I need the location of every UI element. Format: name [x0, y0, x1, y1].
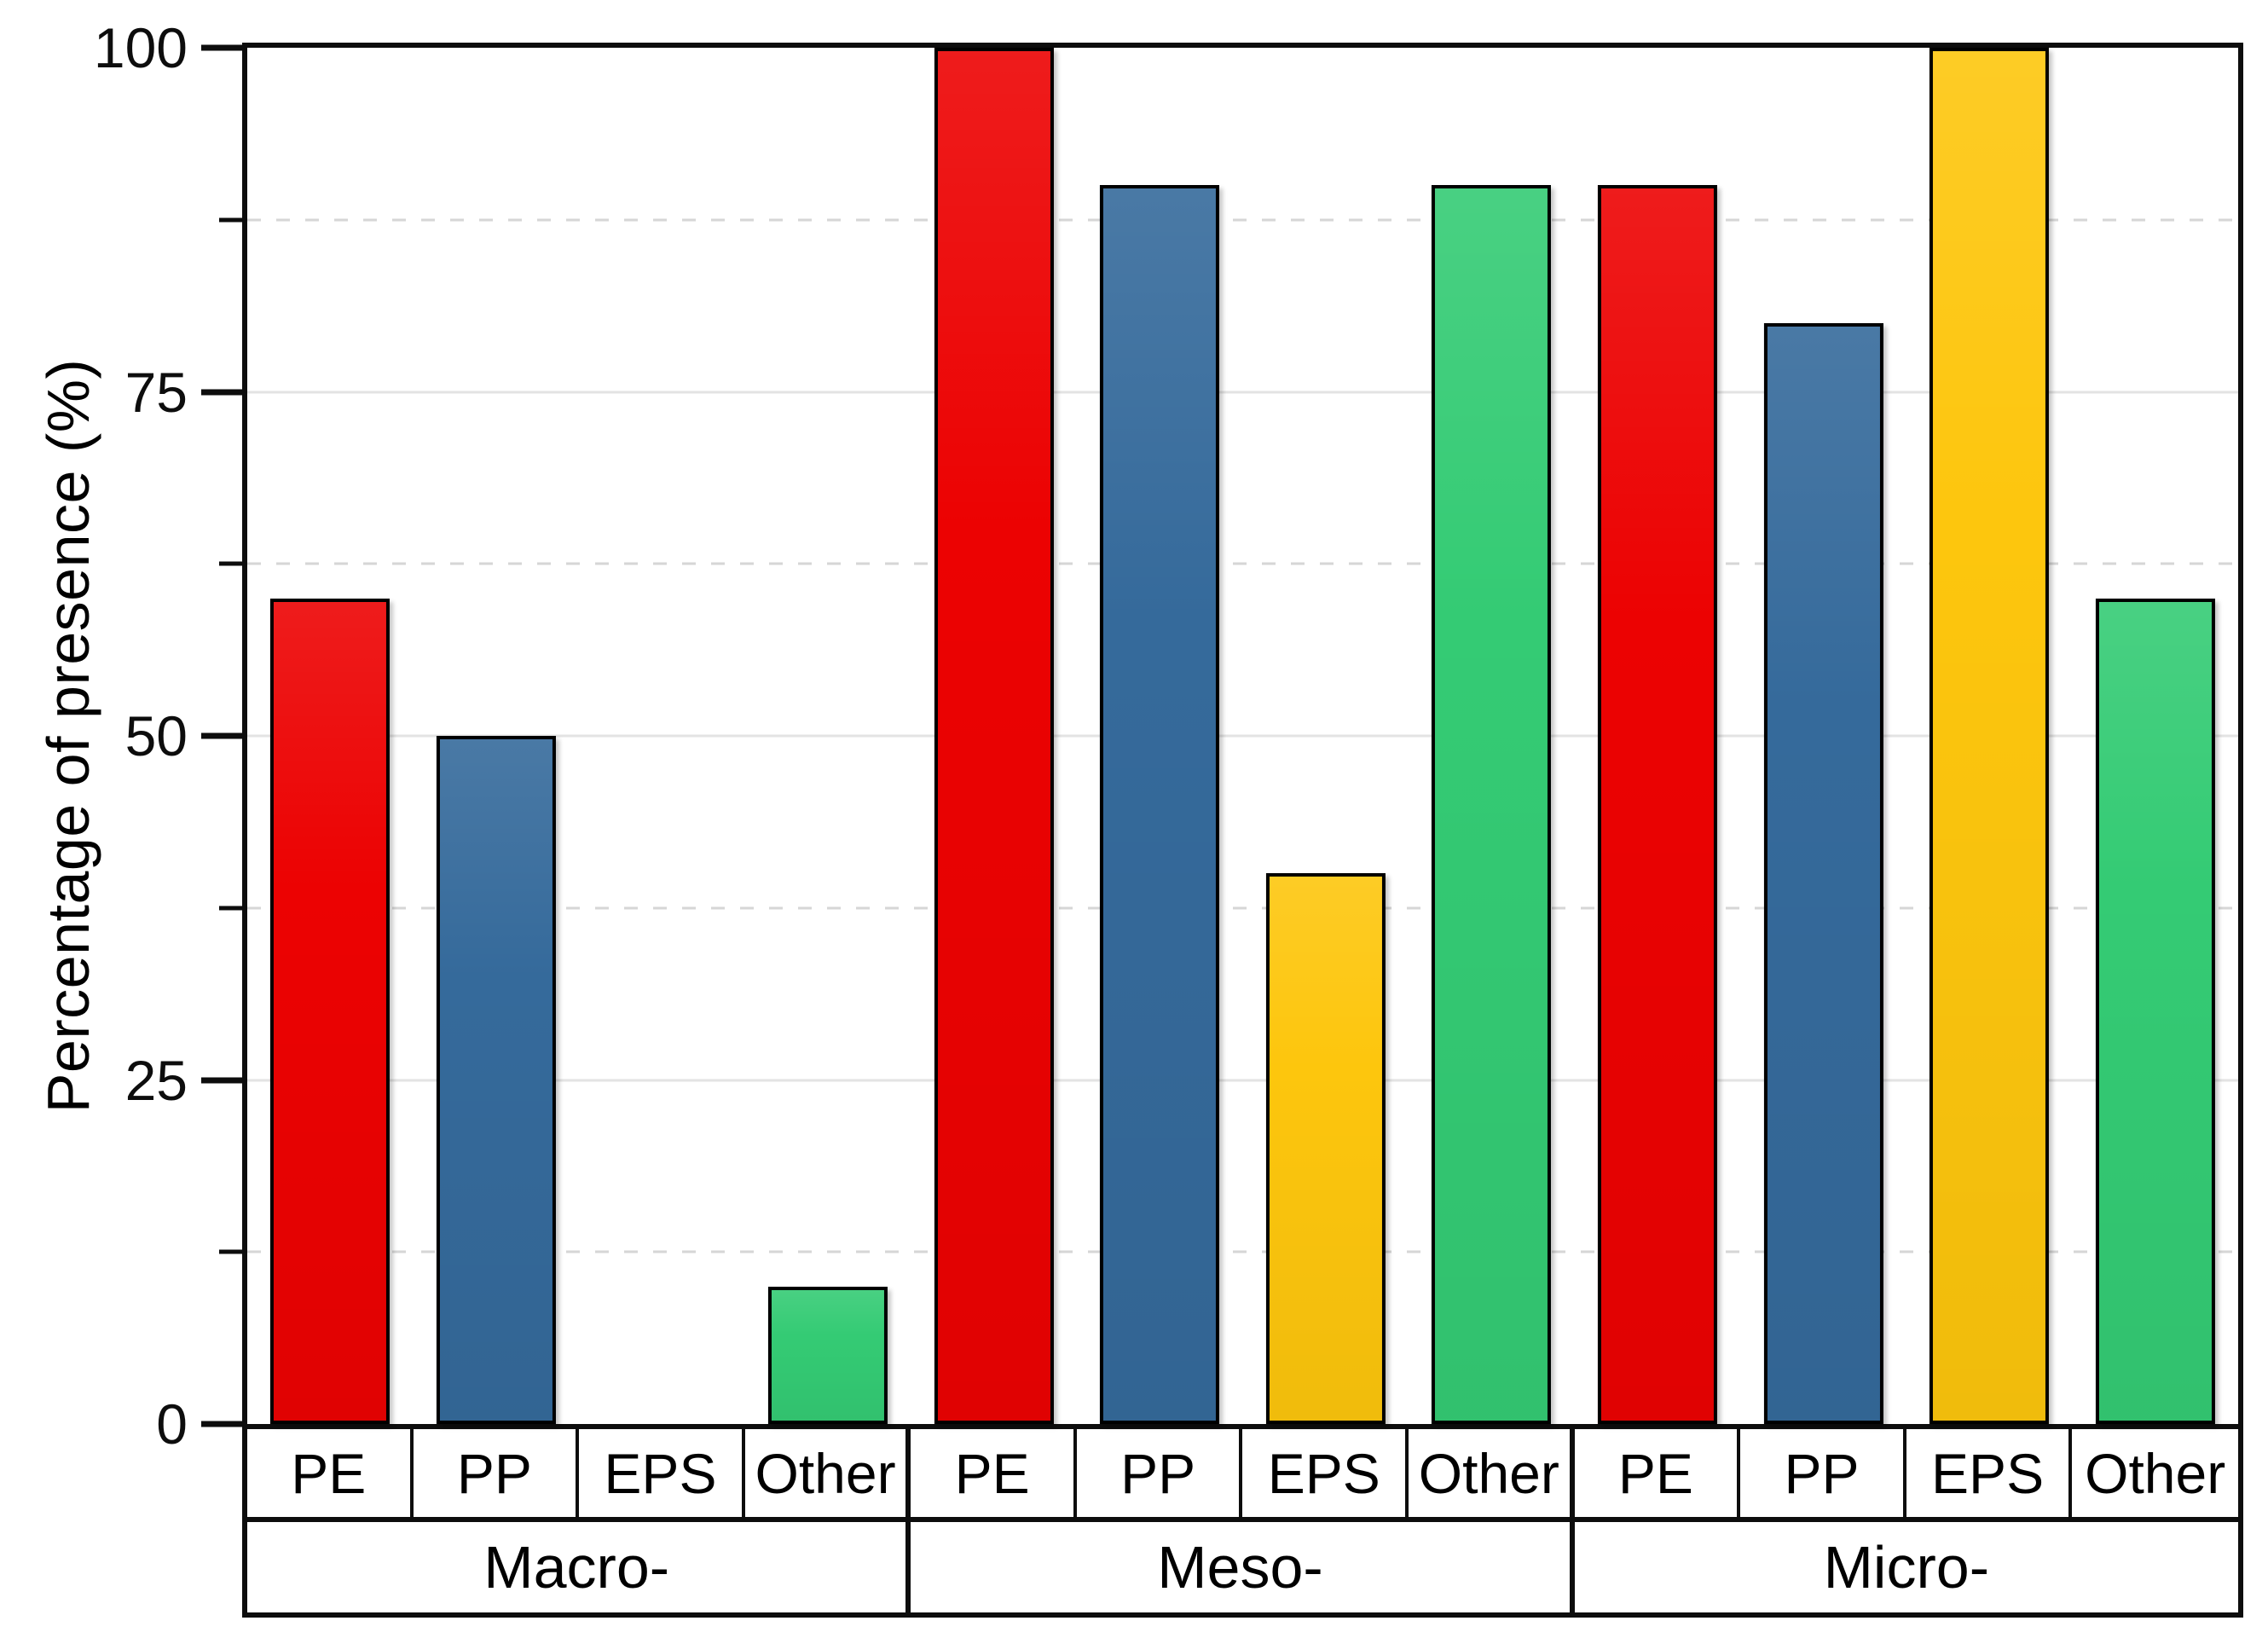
category-cell: PP: [1077, 1429, 1243, 1517]
category-cell: Other: [1409, 1429, 1575, 1517]
category-cell: EPS: [1242, 1429, 1409, 1517]
plot-area: [242, 43, 2243, 1429]
gridline-minor: [247, 218, 2238, 222]
category-cell: EPS: [1906, 1429, 2073, 1517]
group-cell: Macro-: [247, 1522, 911, 1612]
group-label-row: Macro- Meso- Micro-: [242, 1522, 2243, 1618]
category-cell: Other: [2085, 1441, 2226, 1505]
bar-macro-pp: [436, 736, 556, 1424]
gridline-major: [247, 734, 2238, 738]
y-tick-label: 100: [93, 16, 188, 79]
gridline-minor: [247, 1250, 2238, 1253]
y-major-tick: [201, 732, 242, 739]
x-axis-label-table: PE PP EPS Other PE PP EPS Other PE PP EPS Other Mac…: [242, 1429, 2243, 1618]
gridline-minor: [247, 562, 2238, 565]
bar-micro-eps: [1930, 48, 2050, 1424]
y-minor-tick: [219, 217, 242, 223]
category-cell: PP: [414, 1429, 580, 1517]
bar-micro-other: [2095, 598, 2215, 1424]
bar-meso-other: [1432, 185, 1552, 1424]
gridline-major: [247, 1079, 2238, 1081]
gridline-major: [247, 391, 2238, 393]
y-minor-tick: [219, 1249, 242, 1254]
y-major-tick: [201, 1421, 242, 1427]
category-cell: PP: [1740, 1429, 1906, 1517]
bar-meso-pp: [1100, 185, 1220, 1424]
y-tick-label: 25: [124, 1048, 188, 1112]
bar-meso-pe: [934, 48, 1054, 1424]
category-cell: PE: [1575, 1429, 1741, 1517]
y-major-tick: [201, 44, 242, 51]
y-minor-tick: [219, 561, 242, 566]
bar-micro-pp: [1763, 322, 1883, 1424]
bar-macro-other: [767, 1286, 888, 1424]
y-tick-label: 50: [124, 704, 188, 767]
bar-micro-pe: [1597, 185, 1717, 1424]
category-cell: EPS: [579, 1429, 745, 1517]
category-cell: PE: [911, 1429, 1077, 1517]
y-major-tick: [201, 389, 242, 395]
y-tick-label: 0: [156, 1392, 188, 1456]
category-label-row: PE PP EPS Other PE PP EPS Other PE PP EPS Other: [242, 1429, 2243, 1522]
y-axis: 0 25 50 75 100: [0, 20, 242, 1452]
bar-meso-eps: [1265, 873, 1386, 1424]
group-cell: Micro-: [1823, 1534, 1990, 1601]
y-tick-label: 75: [124, 360, 188, 424]
category-cell: Other: [745, 1429, 911, 1517]
gridline-minor: [247, 906, 2238, 910]
y-minor-tick: [219, 906, 242, 911]
group-cell: Meso-: [911, 1522, 1575, 1612]
category-cell: PE: [247, 1429, 414, 1517]
y-major-tick: [201, 1077, 242, 1083]
bar-macro-pe: [270, 598, 391, 1424]
